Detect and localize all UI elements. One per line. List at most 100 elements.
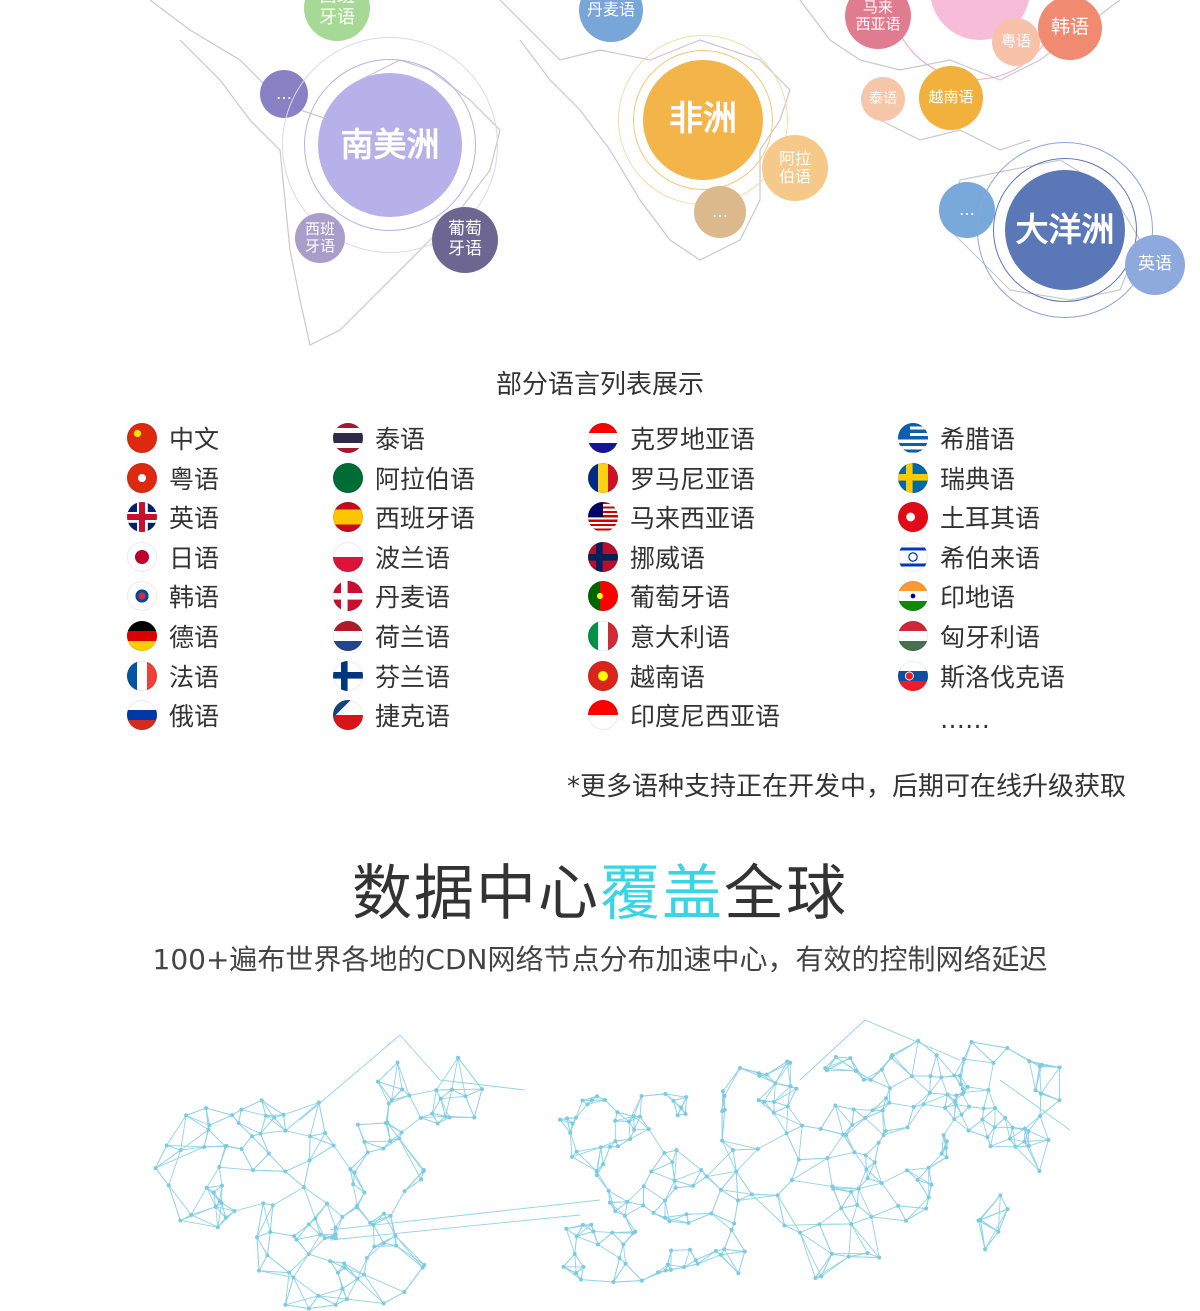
network-link <box>825 1067 857 1072</box>
network-node <box>623 1261 628 1266</box>
network-link <box>373 1215 391 1226</box>
network-node <box>632 1127 637 1132</box>
network-link <box>867 1177 882 1184</box>
network-node <box>323 1131 328 1136</box>
network-node <box>418 1115 423 1120</box>
network-node <box>671 1098 676 1103</box>
flag-icon <box>127 502 157 533</box>
network-node <box>1022 1126 1027 1131</box>
network-node <box>675 1113 680 1118</box>
network-node <box>996 1229 1001 1234</box>
network-node <box>608 1144 613 1149</box>
network-node <box>981 1106 986 1111</box>
network-link <box>576 1235 599 1245</box>
network-link <box>850 1057 865 1080</box>
network-link <box>799 1019 866 1081</box>
network-link <box>799 1232 833 1255</box>
network-link <box>559 1119 573 1124</box>
language-name: 意大利语 <box>630 623 731 652</box>
network-link <box>835 1056 857 1072</box>
flag-icon <box>127 660 157 691</box>
bubble: 韩语 <box>1038 0 1102 60</box>
network-node <box>565 1116 570 1121</box>
network-node <box>1022 1139 1027 1144</box>
network-node <box>386 1101 391 1106</box>
network-link <box>959 1075 969 1088</box>
language-name: 法语 <box>169 662 220 692</box>
network-link <box>215 1206 219 1228</box>
network-map <box>153 1019 1071 1311</box>
network-link <box>787 1086 791 1107</box>
network-link <box>888 1088 891 1103</box>
network-link <box>168 1185 192 1216</box>
network-node <box>255 1235 260 1240</box>
network-node <box>371 1222 376 1227</box>
network-node <box>570 1121 575 1126</box>
network-link <box>882 1110 885 1135</box>
network-node <box>863 1153 868 1158</box>
network-link <box>1038 1139 1049 1172</box>
network-link <box>993 1047 1008 1064</box>
network-link <box>563 1266 582 1280</box>
network-node <box>954 1093 959 1098</box>
network-link <box>389 1132 402 1142</box>
bubble-label: 西班 牙语 <box>319 0 355 28</box>
network-node <box>788 1084 793 1089</box>
network-link <box>944 1107 955 1120</box>
network-node <box>794 1086 799 1091</box>
network-link <box>1024 1115 1041 1129</box>
network-link <box>622 1244 627 1264</box>
network-link <box>369 1213 385 1224</box>
network-link <box>629 1128 649 1140</box>
network-link <box>352 1184 358 1206</box>
network-link <box>706 1170 737 1177</box>
network-link <box>206 1187 220 1202</box>
network-link <box>854 1152 867 1170</box>
language-name: 斯洛伐克语 <box>940 662 1066 692</box>
language-name: 捷克语 <box>375 702 451 732</box>
network-link <box>784 1223 820 1226</box>
network-link <box>763 1083 776 1102</box>
network-node <box>335 1270 340 1275</box>
network-link <box>864 1110 883 1119</box>
network-node <box>270 1203 275 1208</box>
flag-icon <box>898 423 928 453</box>
network-link <box>633 1115 650 1130</box>
network-node <box>1038 1091 1043 1096</box>
network-link <box>398 1138 422 1180</box>
network-node <box>797 1230 802 1235</box>
network-node <box>641 1203 646 1208</box>
network-link <box>343 1263 358 1280</box>
network-node <box>568 1130 573 1135</box>
network-link <box>980 1208 1008 1221</box>
bubble-label: 泰语 <box>869 90 897 107</box>
network-node <box>709 1211 714 1216</box>
network-node <box>1037 1169 1042 1174</box>
network-link <box>624 1201 628 1216</box>
network-link <box>390 1215 397 1246</box>
network-link <box>363 1274 385 1304</box>
network-node <box>204 1185 209 1190</box>
network-node <box>625 1199 630 1204</box>
network-link <box>773 1112 787 1134</box>
network-link <box>241 1135 253 1150</box>
network-node <box>589 1222 594 1227</box>
network-link <box>299 1034 401 1121</box>
language-item: 斯洛伐克语 <box>898 660 1066 692</box>
language-item: 葡萄牙语 <box>588 581 730 612</box>
network-link <box>241 1148 254 1171</box>
network-link <box>667 1264 685 1268</box>
network-link <box>185 1115 209 1131</box>
network-link <box>576 1224 592 1237</box>
network-node <box>206 1127 211 1132</box>
network-link <box>234 1202 264 1212</box>
network-node <box>784 1131 789 1136</box>
network-link <box>383 1235 396 1244</box>
network-node <box>224 1143 229 1148</box>
network-link <box>814 1253 833 1279</box>
network-node <box>986 1087 991 1092</box>
network-link <box>872 1102 890 1111</box>
network-node <box>306 1222 311 1227</box>
network-link <box>732 1149 737 1172</box>
network-node <box>306 1306 311 1311</box>
